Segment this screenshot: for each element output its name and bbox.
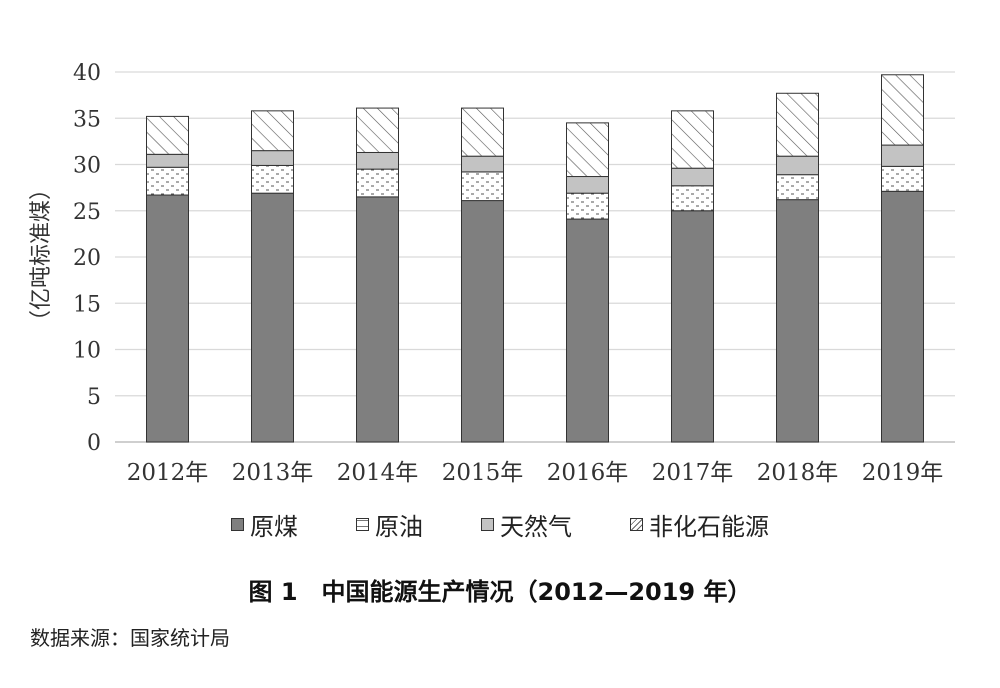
bar-stack xyxy=(356,107,399,443)
x-tick-label: 2014年 xyxy=(337,460,419,486)
bar-segment-nonfossil xyxy=(671,110,714,169)
legend-label-coal: 原煤 xyxy=(250,513,298,541)
bar-segment-oil xyxy=(461,171,504,202)
bar-segment-oil xyxy=(881,165,924,192)
bar-segment-coal xyxy=(146,194,189,443)
y-tick-label: 40 xyxy=(73,61,101,86)
legend-item-gas: 天然气 xyxy=(481,507,572,542)
bar-segment-oil xyxy=(566,192,609,220)
x-tick-label: 2019年 xyxy=(862,460,944,486)
bar-segment-coal xyxy=(356,196,399,443)
bar-stack xyxy=(566,122,609,443)
bar-stack xyxy=(251,110,294,443)
bar-segment-nonfossil xyxy=(566,122,609,178)
bar-segment-oil xyxy=(776,174,819,201)
bar-segment-gas xyxy=(251,150,294,166)
legend-item-coal: 原煤 xyxy=(231,507,298,542)
bar-segment-nonfossil xyxy=(356,107,399,153)
y-axis: 0 5 10 15 20 25 30 35 40 xyxy=(73,61,101,456)
figure-caption: 图 1 中国能源生产情况（2012—2019 年） xyxy=(248,578,752,606)
legend-label-nonfossil: 非化石能源 xyxy=(649,513,769,541)
y-tick-label: 0 xyxy=(87,431,101,456)
bar-segment-gas xyxy=(881,144,924,167)
bar-segment-gas xyxy=(566,176,609,194)
legend-item-nonfossil: 非化石能源 xyxy=(630,507,769,542)
bar-segment-nonfossil xyxy=(776,92,819,157)
bar-segment-gas xyxy=(356,151,399,170)
bar-segment-oil xyxy=(251,164,294,194)
bar-segment-oil xyxy=(146,166,189,196)
bar-segment-coal xyxy=(251,192,294,443)
y-tick-label: 35 xyxy=(73,107,101,132)
bar-segment-gas xyxy=(146,153,189,168)
x-tick-label: 2013年 xyxy=(232,460,314,486)
bar-segment-coal xyxy=(461,200,504,443)
bar-stack xyxy=(776,92,819,443)
x-tick-label: 2018年 xyxy=(757,460,839,486)
bar-segment-gas xyxy=(461,155,504,173)
bar-segment-coal xyxy=(566,218,609,443)
y-tick-label: 15 xyxy=(73,292,101,317)
x-tick-label: 2015年 xyxy=(442,460,524,486)
bar-segment-oil xyxy=(671,185,714,212)
legend-swatch-gas xyxy=(481,518,494,531)
bar-stack xyxy=(146,115,189,443)
bar-segment-gas xyxy=(776,155,819,176)
bar-stack xyxy=(461,107,504,443)
x-axis: 2012年 2013年 2014年 2015年 2016年 2017年 2018年 2019年 xyxy=(127,460,944,486)
legend-label-oil: 原油 xyxy=(375,513,423,541)
legend-swatch-oil xyxy=(356,518,369,531)
bars xyxy=(146,74,924,443)
grid-lines xyxy=(115,71,955,443)
bar-segment-nonfossil xyxy=(251,110,294,152)
legend-item-oil: 原油 xyxy=(356,507,423,542)
y-axis-label: （亿吨标准煤） xyxy=(29,178,54,332)
bar-stack xyxy=(671,110,714,443)
legend-swatch-nonfossil xyxy=(630,518,643,531)
bar-segment-nonfossil xyxy=(461,107,504,157)
bar-segment-coal xyxy=(776,199,819,443)
legend-label-gas: 天然气 xyxy=(500,513,572,541)
y-tick-label: 20 xyxy=(73,246,101,271)
bar-segment-nonfossil xyxy=(881,74,924,146)
bar-segment-oil xyxy=(356,168,399,198)
bar-segment-gas xyxy=(671,167,714,187)
bar-stack xyxy=(881,74,924,443)
x-tick-label: 2012年 xyxy=(127,460,209,486)
y-tick-label: 30 xyxy=(73,154,101,179)
data-source: 数据来源：国家统计局 xyxy=(30,626,230,650)
y-tick-label: 10 xyxy=(73,339,101,364)
bar-segment-nonfossil xyxy=(146,115,189,155)
bar-segment-coal xyxy=(671,210,714,443)
y-tick-label: 25 xyxy=(73,200,101,225)
x-tick-label: 2017年 xyxy=(652,460,734,486)
bar-segment-coal xyxy=(881,190,924,443)
legend-swatch-coal xyxy=(231,518,244,531)
y-tick-label: 5 xyxy=(87,385,101,410)
x-tick-label: 2016年 xyxy=(547,460,629,486)
legend: 原煤 原油 天然气 非化石能源 xyxy=(0,507,1000,542)
